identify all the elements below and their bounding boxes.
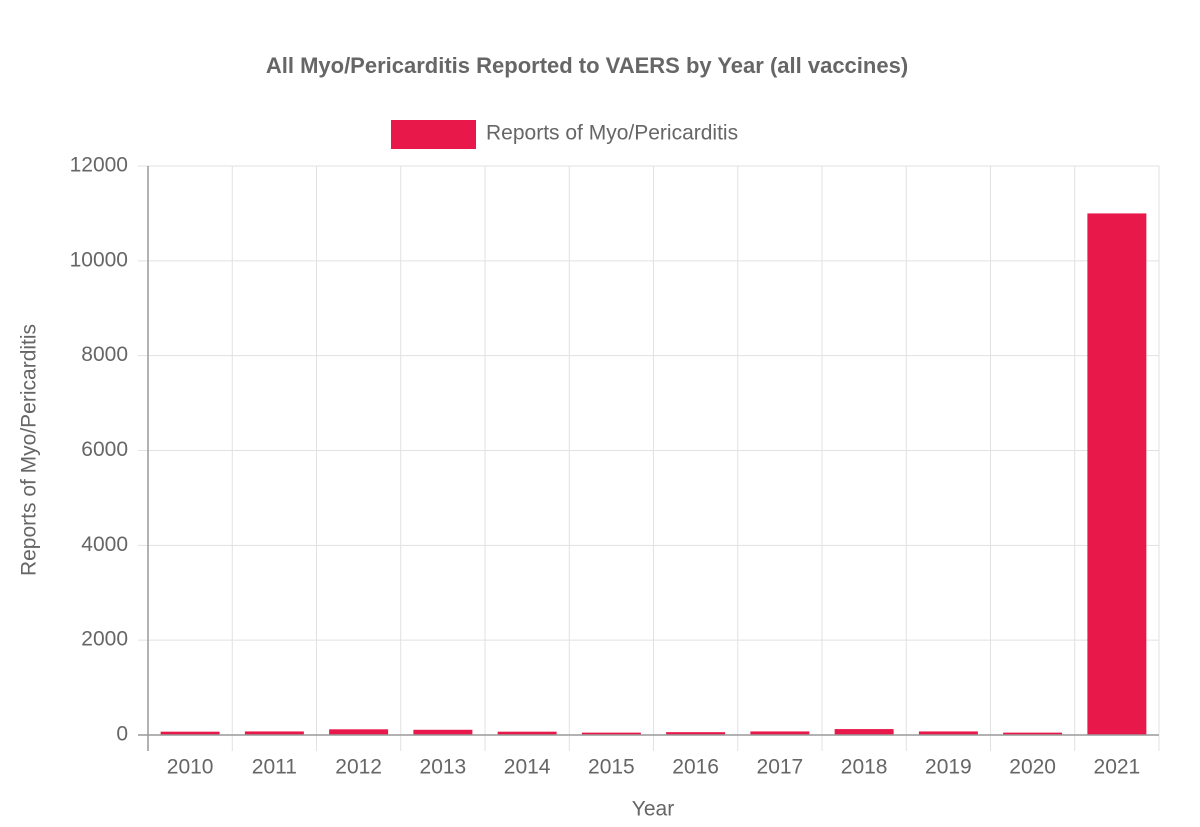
bar [666, 732, 726, 735]
x-tick-label: 2013 [420, 756, 467, 779]
y-tick-label: 2000 [81, 628, 128, 651]
x-tick-label: 2018 [841, 756, 888, 779]
y-tick-label: 4000 [81, 533, 128, 556]
y-tick-label: 0 [116, 723, 128, 746]
x-tick-label: 2012 [335, 756, 382, 779]
bar [750, 731, 810, 735]
bar [160, 731, 220, 735]
bar [1087, 213, 1147, 735]
x-tick-label: 2021 [1094, 756, 1141, 779]
legend-label: Reports of Myo/Pericarditis [486, 122, 738, 145]
bar [1003, 732, 1063, 735]
bar [834, 729, 894, 735]
bar [581, 732, 641, 735]
x-tick-label: 2010 [167, 756, 214, 779]
y-tick-label: 12000 [70, 154, 128, 177]
x-axis-title: Year [632, 798, 674, 821]
x-tick-label: 2011 [252, 756, 297, 779]
x-tick-label: 2020 [1009, 756, 1056, 779]
chart-title: All Myo/Pericarditis Reported to VAERS b… [266, 53, 908, 78]
x-tick-label: 2014 [504, 756, 551, 779]
bar [244, 731, 304, 735]
bar [918, 731, 978, 735]
x-tick-label: 2015 [588, 756, 635, 779]
y-tick-label: 6000 [81, 438, 128, 461]
x-tick-label: 2016 [672, 756, 719, 779]
y-tick-label: 8000 [81, 343, 128, 366]
bar [413, 729, 473, 735]
x-tick-label: 2019 [925, 756, 972, 779]
y-axis-title: Reports of Myo/Pericarditis [18, 324, 41, 576]
y-tick-label: 10000 [70, 248, 128, 271]
legend-swatch [391, 120, 476, 149]
bar [497, 731, 557, 735]
x-tick-label: 2017 [757, 756, 804, 779]
bar [329, 729, 389, 735]
